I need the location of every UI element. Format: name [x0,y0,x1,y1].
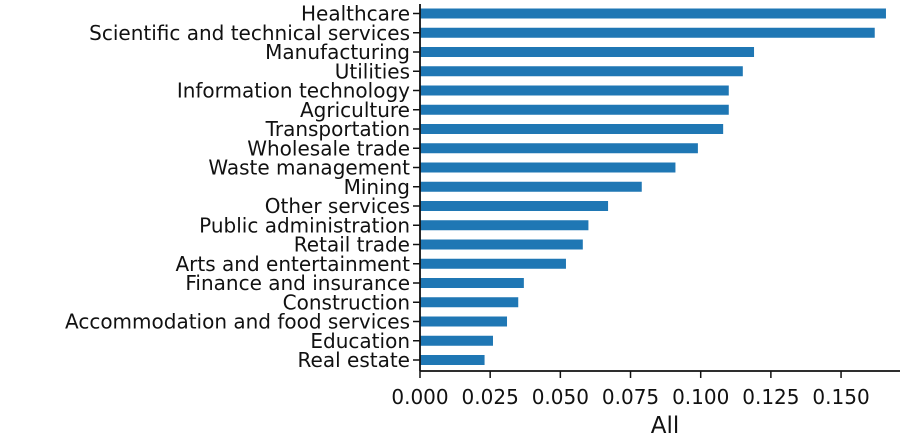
category-label: Transportation [265,117,410,141]
bar-utilities [420,66,743,77]
category-label: Wholesale trade [247,136,410,160]
x-tick-label: 0.150 [812,385,869,409]
bar-retail-trade [420,239,583,250]
bar-waste-management [420,162,676,173]
x-tick-label: 0.000 [391,385,448,409]
bar-scientific-and-technical-services [420,27,875,38]
bar-mining [420,181,642,192]
category-label: Retail trade [294,233,410,257]
x-tick-label: 0.025 [462,385,519,409]
bar-real-estate [420,355,485,365]
bar-accommodation-and-food-services [420,316,508,327]
category-label: Waste management [208,156,410,180]
category-label: Public administration [199,213,410,237]
category-label: Construction [283,290,410,314]
bars-group [420,8,886,365]
bar-finance-and-insurance [420,278,524,288]
category-label: Finance and insurance [185,271,410,295]
x-tick-label: 0.050 [532,385,589,409]
category-label: Accommodation and food services [65,310,410,334]
bar-information-technology [420,85,729,96]
bar-agriculture [420,104,729,115]
bar-transportation [420,124,724,134]
category-label: Arts and entertainment [176,252,411,276]
x-tick-label: 0.075 [602,385,659,409]
category-label: Real estate [298,348,410,372]
bar-other-services [420,201,609,211]
category-label: Mining [344,175,410,199]
x-tick-label: 0.100 [672,385,729,409]
x-axis-title: All [651,413,680,437]
category-label: Utilities [335,59,410,83]
bar-education [420,335,493,346]
x-ticks: 0.000 0.025 0.050 0.075 0.100 0.125 0.150 [391,371,870,409]
category-label: Other services [265,194,410,218]
category-label: Scientific and technical services [89,21,410,45]
bar-public-administration [420,220,589,231]
category-label: Information technology [177,79,410,103]
category-label: Agriculture [300,98,410,122]
bar-healthcare [420,8,886,19]
bar-wholesale-trade [420,143,698,154]
bar-manufacturing [420,47,755,57]
category-label: Education [310,329,410,353]
x-tick-label: 0.125 [742,385,799,409]
category-label: Manufacturing [265,40,410,64]
bar-construction [420,297,519,308]
category-label: Healthcare [301,2,410,26]
bar-arts-and-entertainment [420,258,566,269]
